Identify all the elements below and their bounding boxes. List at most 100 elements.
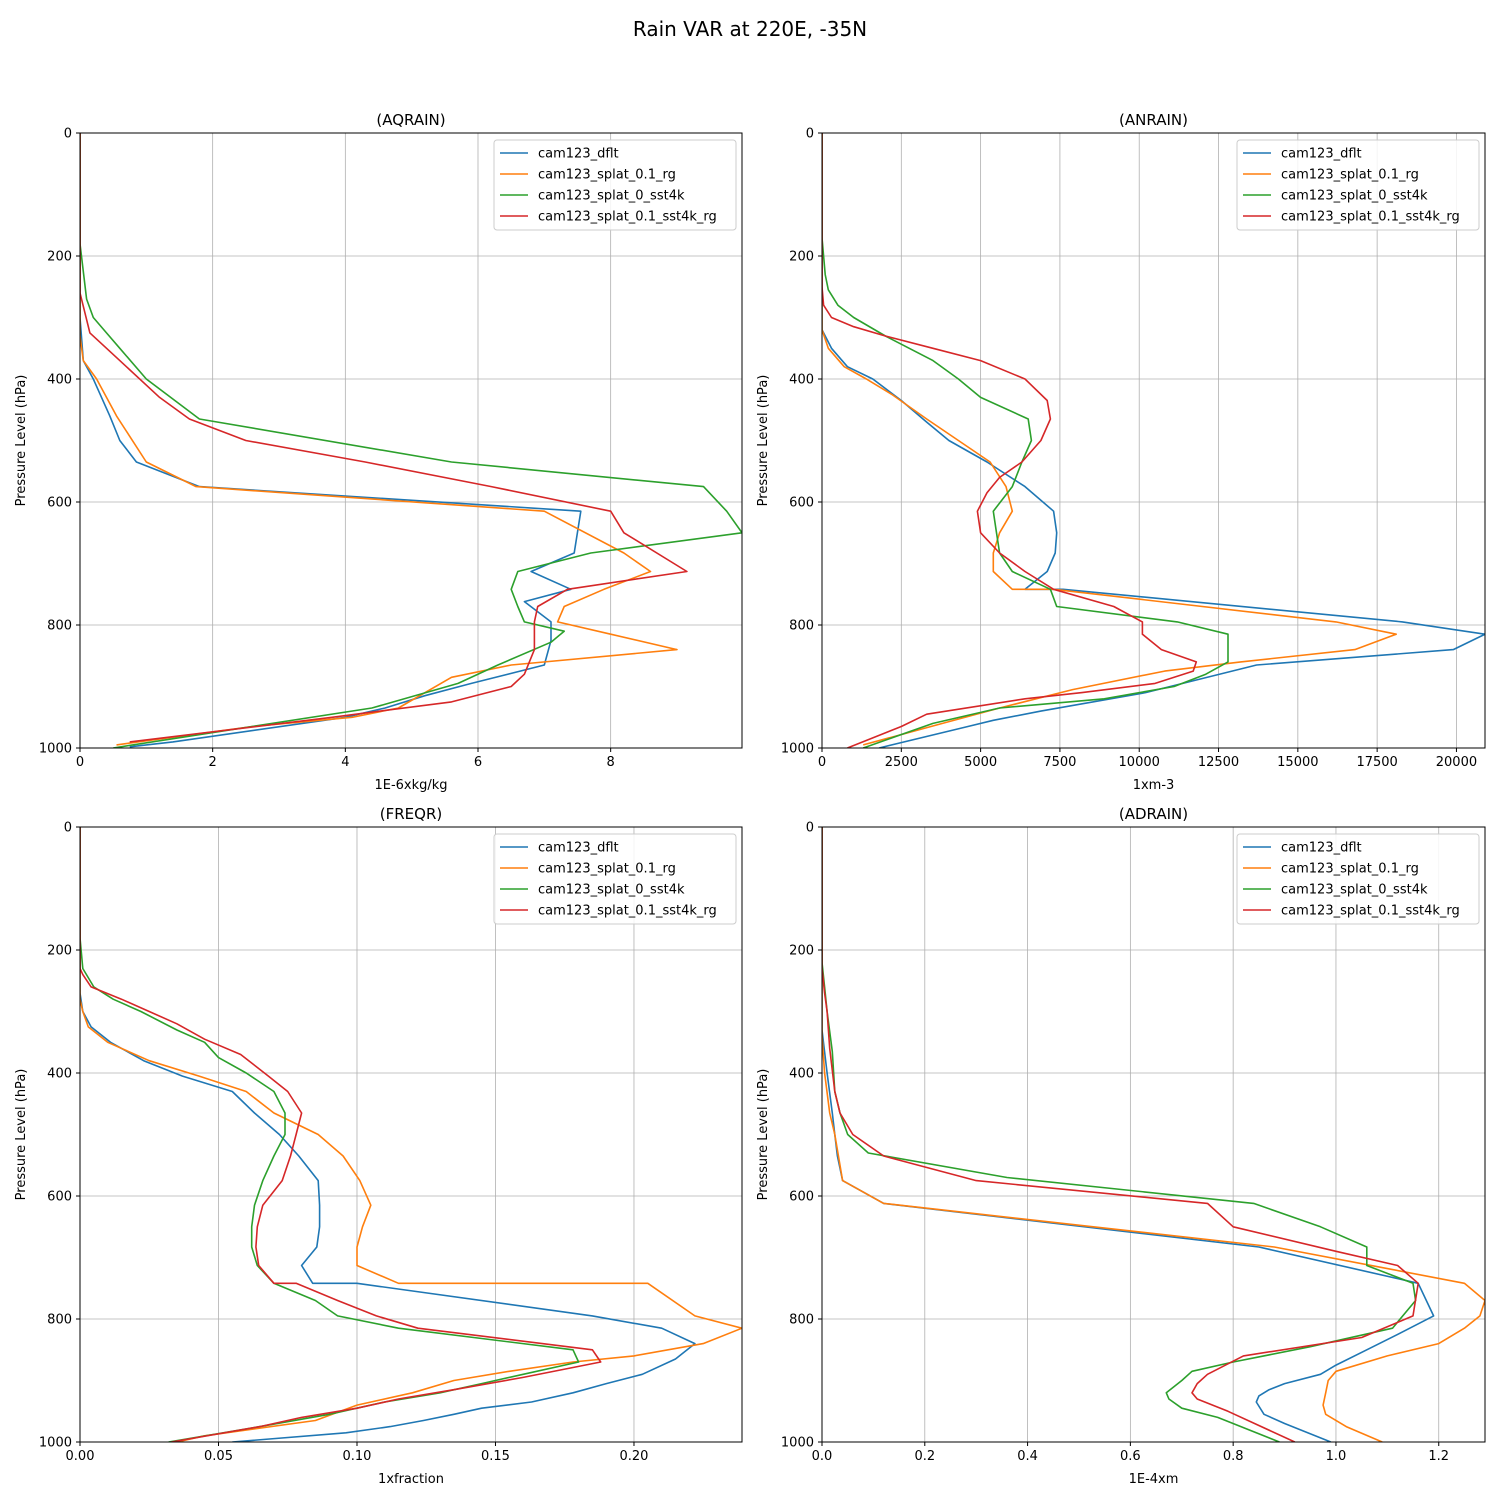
legend-box (493, 833, 737, 925)
x-tick-label: 4 (341, 755, 349, 770)
x-tick-label: 5000 (964, 755, 997, 770)
series-line-cam123_dflt (822, 133, 1485, 748)
y-tick-label: 400 (47, 373, 72, 388)
legend-label: cam123_splat_0.1_rg (538, 862, 676, 877)
x-axis-label: 1E-6xkg/kg (374, 778, 447, 793)
figure-title: Rain VAR at 220E, -35N (633, 17, 867, 41)
y-axis-label: Pressure Level (hPa) (14, 375, 29, 507)
x-tick-label: 12500 (1198, 755, 1239, 770)
y-tick-label: 1000 (781, 1436, 814, 1451)
x-tick-label: 1.2 (1428, 1449, 1449, 1464)
y-tick-label: 1000 (39, 1436, 72, 1451)
series-line-cam123_splat_0.1_sst4k_rg (80, 827, 602, 1442)
y-tick-label: 800 (47, 1313, 72, 1328)
y-tick-label: 1000 (781, 742, 814, 757)
y-tick-label: 600 (47, 496, 72, 511)
x-tick-label: 17500 (1356, 755, 1397, 770)
legend-label: cam123_splat_0.1_rg (538, 168, 676, 183)
y-tick-label: 600 (789, 1190, 814, 1205)
x-tick-label: 0.15 (481, 1449, 510, 1464)
legend-label: cam123_dflt (538, 147, 619, 162)
x-tick-label: 0.2 (914, 1449, 935, 1464)
x-tick-label: 2 (209, 755, 217, 770)
legend-label: cam123_dflt (1281, 841, 1362, 856)
x-tick-label: 0.10 (343, 1449, 372, 1464)
legend-label: cam123_dflt (1281, 147, 1362, 162)
x-tick-label: 0.00 (66, 1449, 95, 1464)
x-axis-label: 1xfraction (378, 1472, 444, 1487)
x-tick-label: 10000 (1119, 755, 1160, 770)
series-line-cam123_dflt (822, 827, 1435, 1442)
x-tick-label: 7500 (1043, 755, 1076, 770)
y-tick-label: 1000 (39, 742, 72, 757)
x-tick-label: 0.4 (1017, 1449, 1038, 1464)
series-line-cam123_splat_0_sst4k (80, 827, 580, 1442)
legend-box (1236, 833, 1480, 925)
legend: cam123_dflt cam123_splat_0.1_rg cam123_spl… (1236, 139, 1480, 231)
series-line-cam123_splat_0_sst4k (822, 133, 1229, 748)
series-line-cam123_splat_0.1_rg (80, 827, 742, 1442)
panel-aqrain: 0 2 4 6 8 0 200 400 600 800 1000 (AQRAIN) 1E-6xkg/kg… (14, 111, 743, 793)
y-tick-label: 0 (806, 127, 814, 142)
x-tick-label: 0.8 (1223, 1449, 1244, 1464)
x-tick-label: 0 (76, 755, 84, 770)
y-tick-label: 800 (47, 619, 72, 634)
panel-adrain: 0.0 0.2 0.4 0.6 0.8 1.0 1.2 0 200 400 600 800 1000 (A… (756, 805, 1486, 1487)
y-tick-label: 0 (64, 127, 72, 142)
series-line-cam123_splat_0.1_sst4k (80, 133, 742, 748)
panel-title: (ANRAIN) (1119, 111, 1188, 129)
legend: cam123_dflt cam123_splat_0.1_rg cam123_spl… (493, 833, 737, 925)
legend-label: cam123_splat_0_sst4k (538, 883, 685, 898)
series-line-cam123_splat_0.1_rg (822, 133, 1397, 746)
x-axis-label: 1xm-3 (1133, 778, 1175, 793)
series-line-cam123_dflt (80, 827, 696, 1442)
axes-frame (79, 132, 743, 749)
y-tick-label: 0 (64, 821, 72, 836)
legend-label: cam123_splat_0.1_sst4k_rg (1281, 210, 1460, 225)
y-tick-label: 200 (789, 944, 814, 959)
y-tick-label: 400 (789, 373, 814, 388)
x-tick-label: 0.6 (1120, 1449, 1141, 1464)
axes-frame (821, 132, 1486, 749)
legend-label: cam123_splat_0.1_rg (1281, 168, 1419, 183)
x-tick-label: 6 (474, 755, 482, 770)
series-line-cam123_splat_0_sst4k (822, 827, 1417, 1442)
panel-anrain: 0 2500 5000 7500 10000 12500 15000 17500 20000 0 2… (756, 111, 1486, 793)
legend-label: cam123_dflt (538, 841, 619, 856)
axes-frame (79, 826, 743, 1443)
series-line-cam123_splat_0.1_sst4k_rg (822, 133, 1198, 748)
x-tick-label: 0.20 (619, 1449, 648, 1464)
legend-label: cam123_splat_0_sst4k (1281, 189, 1428, 204)
x-tick-label: 15000 (1277, 755, 1318, 770)
y-axis-label: Pressure Level (hPa) (14, 1069, 29, 1201)
x-tick-label: 0.05 (204, 1449, 233, 1464)
x-axis-label: 1E-4xm (1129, 1472, 1179, 1487)
legend-label: cam123_splat_0_sst4k (1281, 883, 1428, 898)
x-tick-label: 8 (607, 755, 615, 770)
legend-label: cam123_splat_0_sst4k (538, 189, 685, 204)
y-axis-label: Pressure Level (hPa) (756, 1069, 771, 1201)
legend-box (493, 139, 737, 231)
legend: cam123_dflt cam123_splat_0.1_rg cam123_spl… (493, 139, 737, 231)
y-tick-label: 200 (789, 250, 814, 265)
legend: cam123_dflt cam123_splat_0.1_rg cam123_spl… (1236, 833, 1480, 925)
x-tick-label: 1.0 (1326, 1449, 1347, 1464)
y-tick-label: 800 (789, 1313, 814, 1328)
x-tick-label: 0.0 (812, 1449, 833, 1464)
y-tick-label: 600 (789, 496, 814, 511)
axes-frame (821, 826, 1486, 1443)
panel-title: (AQRAIN) (376, 111, 445, 129)
y-axis-label: Pressure Level (hPa) (756, 375, 771, 507)
y-tick-label: 600 (47, 1190, 72, 1205)
panel-title: (FREQR) (380, 805, 442, 823)
legend-box (1236, 139, 1480, 231)
y-tick-label: 800 (789, 619, 814, 634)
legend-label: cam123_splat_0.1_sst4k_rg (538, 210, 717, 225)
x-tick-label: 2500 (885, 755, 918, 770)
panel-title: (ADRAIN) (1119, 805, 1188, 823)
y-tick-label: 400 (789, 1067, 814, 1082)
series-line-cam123_dflt (80, 133, 582, 748)
series-line-cam123_splat_0.1_rg (822, 827, 1485, 1442)
